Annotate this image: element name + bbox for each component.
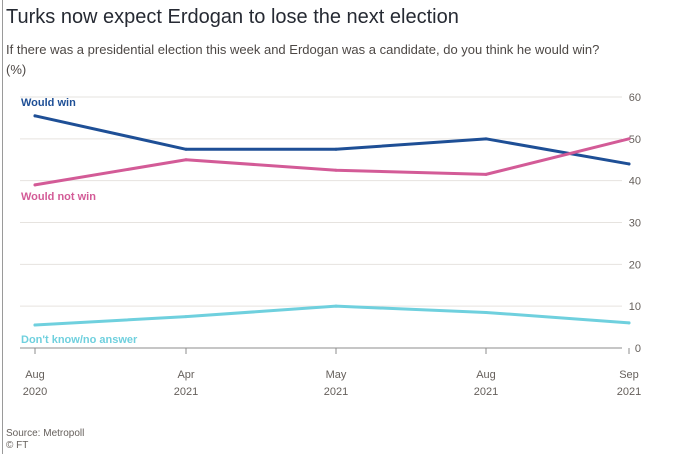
data-point (484, 172, 488, 176)
data-point (627, 321, 631, 325)
series-line-0 (33, 114, 631, 166)
y-tick-label: 20 (629, 259, 641, 271)
data-point (334, 147, 338, 151)
data-point (627, 162, 631, 166)
x-tick-label: 2021 (617, 386, 641, 398)
source-text: Source: Metropoll (6, 428, 85, 439)
y-tick-label: 30 (629, 218, 641, 230)
series-label: Would not win (21, 191, 96, 203)
data-point (334, 168, 338, 172)
data-point (484, 137, 488, 141)
y-tick-label: 10 (629, 301, 641, 313)
x-tick-label: Apr (177, 369, 194, 381)
x-tick-label: May (326, 369, 347, 381)
series-label: Would win (21, 97, 76, 109)
y-tick-label: 40 (629, 176, 641, 188)
data-point (184, 158, 188, 162)
data-point (33, 114, 37, 118)
ft-credit: © FT (6, 440, 29, 451)
data-point (33, 183, 37, 187)
data-point (484, 310, 488, 314)
x-tick-label: Aug (25, 369, 45, 381)
left-edge-rule (2, 0, 3, 454)
data-point (184, 147, 188, 151)
x-tick-label: 2021 (174, 386, 198, 398)
series-line-2 (33, 304, 631, 327)
series-line-1 (33, 137, 631, 187)
x-tick-label: 2021 (474, 386, 498, 398)
chart-subtitle: If there was a presidential election thi… (6, 42, 600, 77)
data-point (334, 304, 338, 308)
x-tick-label: 2020 (23, 386, 47, 398)
data-point (184, 315, 188, 319)
series-label: Don't know/no answer (21, 334, 138, 346)
y-tick-label: 60 (629, 92, 641, 104)
chart-title: Turks now expect Erdogan to lose the nex… (6, 6, 459, 28)
x-tick-label: Aug (476, 369, 496, 381)
x-tick-label: 2021 (324, 386, 348, 398)
y-tick-label: 50 (629, 134, 641, 146)
data-point (627, 137, 631, 141)
data-point (33, 323, 37, 327)
y-tick-label: 0 (635, 343, 641, 355)
source-note: Source: Metropoll © FT (6, 428, 84, 452)
x-tick-label: Sep (619, 369, 639, 381)
